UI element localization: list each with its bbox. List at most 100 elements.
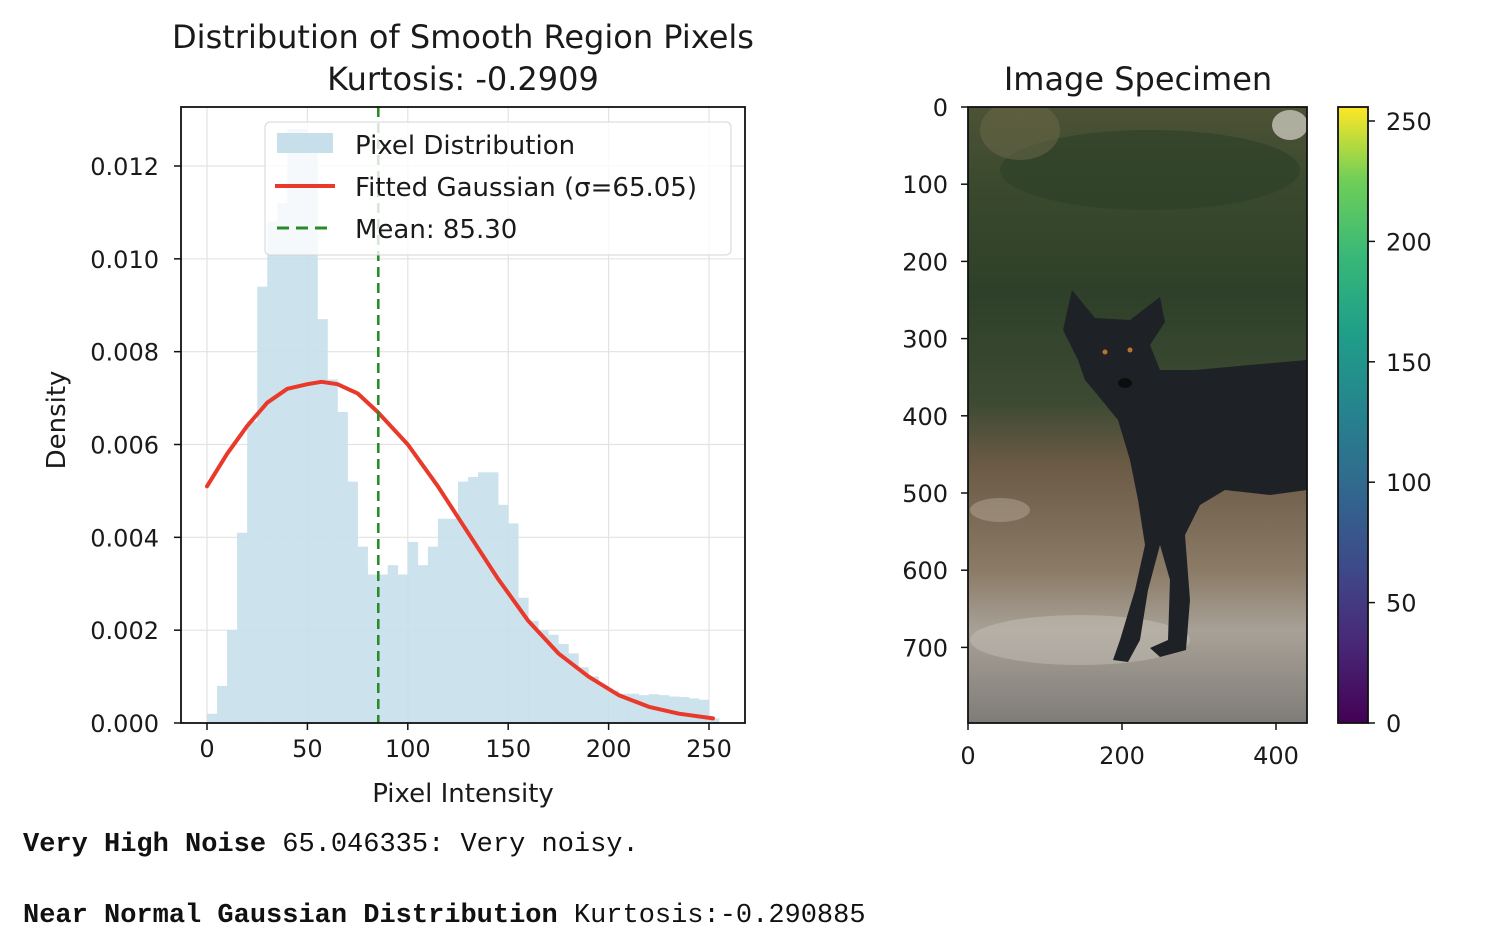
image-y-tick-label: 600 xyxy=(902,557,948,585)
image-x-tick-label: 400 xyxy=(1253,742,1299,770)
histogram-bar xyxy=(447,518,459,723)
histogram-bars xyxy=(207,128,720,724)
colorbar-tick-label: 250 xyxy=(1386,108,1432,136)
histogram-bar xyxy=(297,128,308,723)
histogram-bar xyxy=(588,676,599,723)
noise-value: 65.046335: Very noisy. xyxy=(266,830,639,860)
colorbar-tick-label: 100 xyxy=(1386,469,1432,497)
image-y-tick-label: 0 xyxy=(933,94,948,122)
histogram-bar xyxy=(407,541,419,723)
x-axis-label: Pixel Intensity xyxy=(372,779,554,809)
y-tick-label: 0.000 xyxy=(90,710,159,738)
histogram-bar xyxy=(377,574,389,723)
histogram-bar xyxy=(247,421,258,723)
histogram-bar xyxy=(357,546,368,723)
histogram-bar xyxy=(397,574,409,723)
axes-frame xyxy=(180,106,746,724)
image-y-tick-label: 400 xyxy=(902,403,948,431)
histogram-bar xyxy=(387,565,399,723)
histogram-bar xyxy=(709,718,720,723)
legend-swatch-histogram xyxy=(277,133,333,153)
image-x-tick-label: 0 xyxy=(960,742,975,770)
y-tick-label: 0.008 xyxy=(90,339,159,367)
image-ticks: 0 200 400 0 100 200 300 400 500 600 700 xyxy=(902,94,1299,770)
y-axis-label: Density xyxy=(42,371,72,470)
y-tick-label: 0.010 xyxy=(90,246,159,274)
histogram-bar xyxy=(488,472,499,723)
histogram-axes: Distribution of Smooth Region Pixels Kur… xyxy=(42,18,754,809)
output-line-kurtosis: Near Normal Gaussian Distribution Kurtos… xyxy=(23,901,866,931)
x-tick-label: 100 xyxy=(385,735,431,763)
histogram-bar xyxy=(498,504,509,723)
histogram-bar xyxy=(458,481,469,723)
histogram-bar xyxy=(468,476,479,723)
histogram-bar xyxy=(327,379,338,723)
noise-label: Very High Noise xyxy=(23,830,267,860)
x-tick-label: 150 xyxy=(485,735,531,763)
legend: Pixel Distribution Fitted Gaussian (σ=65… xyxy=(264,121,732,256)
histogram-bar xyxy=(367,574,378,723)
histogram-bar xyxy=(287,128,298,723)
image-y-tick-label: 300 xyxy=(902,326,948,354)
histogram-bar xyxy=(688,698,700,723)
histogram-bar xyxy=(478,472,489,723)
image-x-tick-label: 200 xyxy=(1099,742,1145,770)
histogram-bar xyxy=(678,697,690,723)
image-frame xyxy=(967,106,1308,724)
histogram-bar xyxy=(317,319,328,723)
output-line-noise: Very High Noise 65.046335: Very noisy. xyxy=(23,830,639,860)
histogram-bar xyxy=(267,221,278,723)
x-tick-label: 250 xyxy=(686,735,732,763)
histogram-bar xyxy=(618,693,629,723)
colorbar-ticks: 0 50 100 150 200 250 xyxy=(1368,108,1432,738)
chart-title: Distribution of Smooth Region Pixels xyxy=(172,18,754,56)
histogram-bar xyxy=(668,696,680,723)
histogram-bar xyxy=(227,630,238,723)
gaussian-curve xyxy=(205,379,715,721)
x-tick-label: 50 xyxy=(292,735,323,763)
histogram-bar xyxy=(538,630,549,723)
histogram-bar xyxy=(337,412,348,723)
image-y-tick-label: 100 xyxy=(902,171,948,199)
legend-label-gaussian: Fitted Gaussian (σ=65.05) xyxy=(355,173,697,203)
histogram-bar xyxy=(518,597,529,723)
x-tick-label: 0 xyxy=(199,735,214,763)
image-y-tick-label: 500 xyxy=(902,480,948,508)
histogram-bar xyxy=(237,532,248,723)
image-title: Image Specimen xyxy=(1004,60,1272,98)
gaussian-curve-layer xyxy=(205,379,715,721)
histogram-bar xyxy=(427,546,439,723)
histogram-bar xyxy=(207,713,218,723)
y-tick-label: 0.004 xyxy=(90,524,159,552)
image-y-tick-label: 700 xyxy=(902,634,948,662)
legend-label-histogram: Pixel Distribution xyxy=(355,131,575,161)
histogram-bar xyxy=(437,518,449,723)
colorbar-tick-label: 0 xyxy=(1386,710,1401,738)
histogram-bar xyxy=(257,286,268,723)
histogram-bar xyxy=(568,653,579,723)
legend-label-mean: Mean: 85.30 xyxy=(355,215,517,245)
histogram-bar xyxy=(598,685,609,723)
dog-photo xyxy=(968,107,1307,723)
histogram-bar xyxy=(508,523,519,723)
image-axes: Image Specimen 0 200 400010020030040050060… xyxy=(902,60,1432,770)
histogram-bar xyxy=(528,620,539,723)
colorbar xyxy=(1337,106,1369,724)
legend-box xyxy=(264,121,732,256)
histogram-bar xyxy=(217,685,228,723)
histogram-bar xyxy=(548,634,559,723)
histogram-bar xyxy=(558,644,569,723)
ticks: 0 50 100 150 200 250 0.000 0.002 0.004 0.006 0.008… xyxy=(90,153,732,763)
kurtosis-label: Near Normal Gaussian Distribution xyxy=(23,901,558,931)
kurtosis-value: Kurtosis:-0.290885 xyxy=(557,901,866,931)
histogram-bar xyxy=(628,693,640,723)
image-y-tick-label: 200 xyxy=(902,248,948,276)
colorbar-tick-label: 50 xyxy=(1386,590,1417,618)
histogram-bar xyxy=(417,565,429,723)
x-tick-label: 200 xyxy=(586,735,632,763)
histogram-bar xyxy=(277,203,288,724)
colorbar-tick-label: 200 xyxy=(1386,228,1432,256)
histogram-bar xyxy=(578,667,589,723)
histogram-bar xyxy=(307,138,318,723)
